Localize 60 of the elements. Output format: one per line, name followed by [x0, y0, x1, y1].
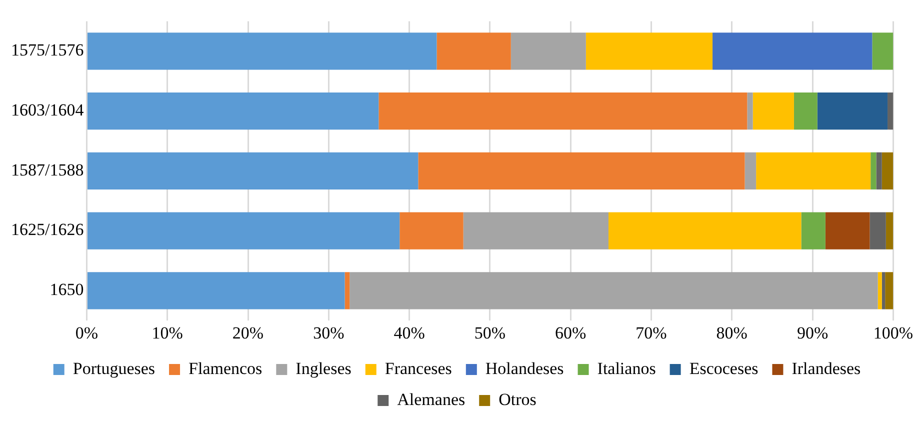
legend-label: Irlandeses — [792, 358, 861, 378]
bar — [87, 272, 345, 310]
bar — [378, 92, 748, 130]
x-tick-label: 50% — [474, 323, 506, 342]
bar — [794, 92, 818, 130]
legend-label: Ingleses — [296, 358, 352, 378]
x-tick-label: 30% — [313, 323, 344, 342]
legend-label: Flamencos — [188, 358, 262, 378]
bar — [87, 152, 418, 190]
bar — [876, 152, 882, 190]
y-tick-label: 1603/1604 — [10, 100, 84, 120]
legend-label: Holandeses — [485, 358, 564, 378]
bar — [463, 212, 608, 250]
bar — [752, 92, 794, 130]
bar — [747, 92, 753, 130]
bar — [510, 32, 586, 70]
bar — [436, 32, 511, 70]
bar — [586, 32, 713, 70]
x-tick-label: 0% — [75, 323, 98, 342]
y-tick-label: 1650 — [50, 280, 84, 300]
y-tick-label: 1625/1626 — [10, 220, 84, 240]
legend-label: Franceses — [384, 358, 452, 378]
bar — [344, 272, 350, 310]
bar — [888, 92, 894, 130]
x-tick-label: 60% — [555, 323, 586, 342]
x-tick-label: 10% — [152, 323, 183, 342]
bar — [870, 152, 876, 190]
bar — [87, 212, 400, 250]
y-tick-label: 1575/1576 — [10, 40, 84, 60]
x-tick-label: 70% — [636, 323, 667, 342]
legend-label: Portugueses — [72, 358, 156, 378]
bar — [712, 32, 872, 70]
bar — [886, 212, 894, 250]
x-tick-label: 90% — [796, 323, 828, 342]
bar — [756, 152, 871, 190]
bar — [872, 32, 894, 70]
x-tick-label: 100% — [873, 323, 914, 342]
bar — [418, 152, 745, 190]
bar — [400, 212, 464, 250]
bar — [825, 212, 870, 250]
bar — [744, 152, 756, 190]
bar — [350, 272, 878, 310]
x-tick-label: 40% — [394, 323, 425, 342]
bar — [817, 92, 888, 130]
bar — [87, 32, 437, 70]
bar — [608, 212, 802, 250]
legend-label: Alemanes — [397, 390, 466, 409]
bar — [87, 92, 379, 130]
bar — [801, 212, 826, 250]
bar — [878, 272, 882, 310]
bar — [885, 272, 894, 310]
legend-label: Escoceses — [689, 358, 758, 378]
y-tick-label: 1587/1588 — [10, 160, 84, 180]
bar — [882, 152, 894, 190]
legend-label: Otros — [498, 390, 536, 409]
bar — [870, 212, 886, 250]
legend-label: Italianos — [597, 358, 656, 378]
x-tick-label: 80% — [716, 323, 748, 342]
x-tick-label: 20% — [232, 323, 264, 342]
bar — [882, 272, 886, 310]
